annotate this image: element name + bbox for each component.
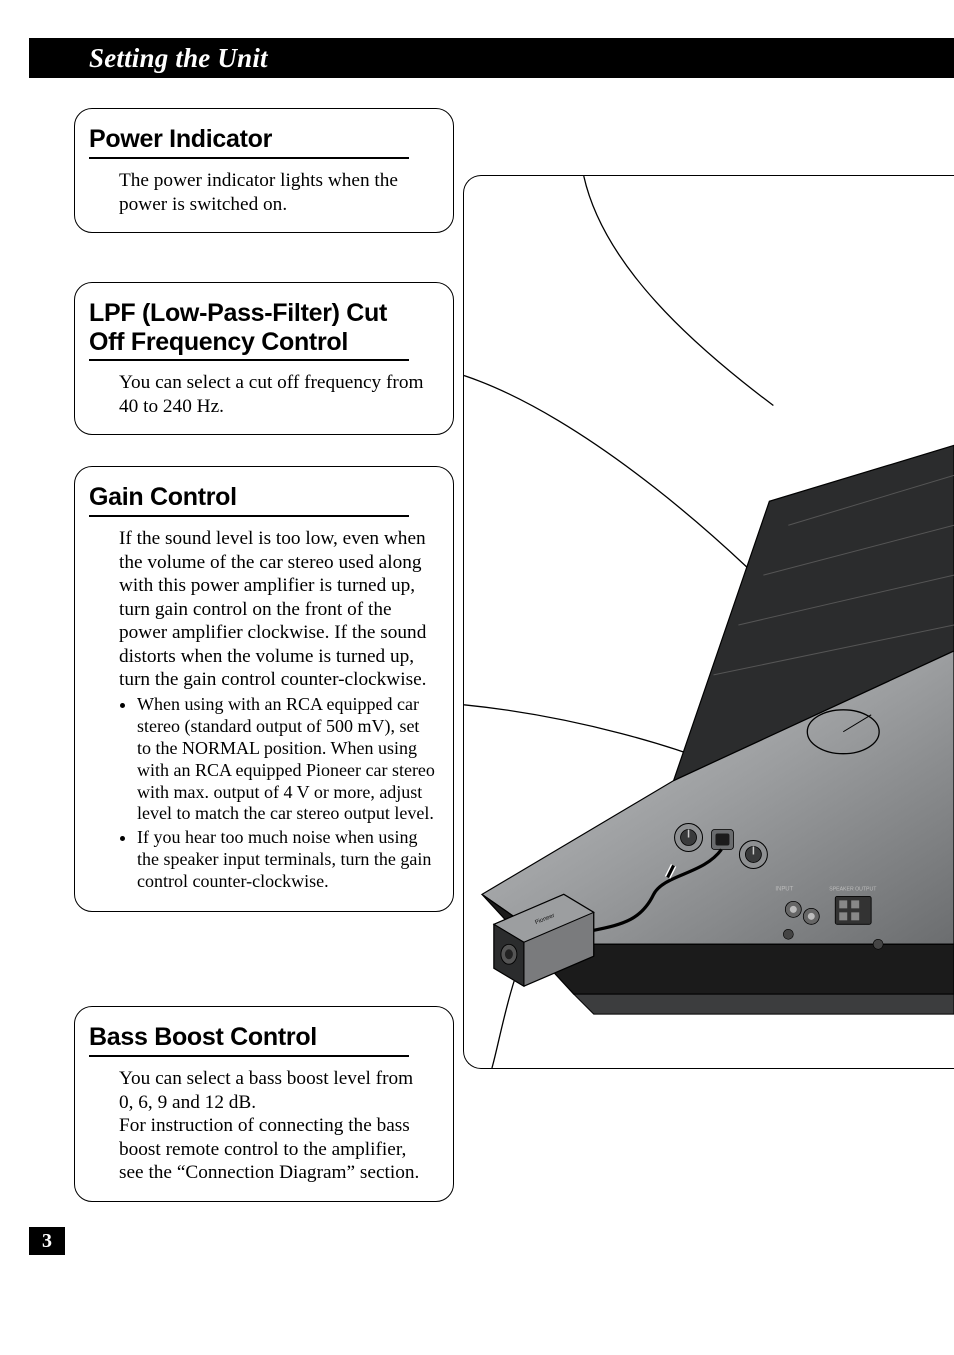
gain-heading: Gain Control xyxy=(89,483,409,517)
product-diagram: INPUT SPEAKER OUTPUT xyxy=(463,175,954,1069)
power-indicator-text: The power indicator lights when the powe… xyxy=(119,169,429,216)
callout-power-indicator: Power Indicator The power indicator ligh… xyxy=(74,108,454,233)
gain-bullet-1: When using with an RCA equipped car ster… xyxy=(137,694,437,826)
gain-bullet-2: If you hear too much noise when using th… xyxy=(137,827,437,893)
section-title: Setting the Unit xyxy=(89,43,268,74)
remote-socket-icon xyxy=(711,830,733,850)
lpf-text: You can select a cut off frequency from … xyxy=(119,371,429,418)
gain-knob-icon xyxy=(739,841,767,869)
speaker-output-label: SPEAKER OUTPUT xyxy=(829,886,877,892)
gain-bullet-list: When using with an RCA equipped car ster… xyxy=(119,694,439,894)
bass-heading: Bass Boost Control xyxy=(89,1023,409,1057)
callout-bass-boost: Bass Boost Control You can select a bass… xyxy=(74,1006,454,1202)
power-indicator-heading: Power Indicator xyxy=(89,125,409,159)
lpf-heading: LPF (Low-Pass-Filter) Cut Off Frequency … xyxy=(89,299,409,361)
callout-gain: Gain Control If the sound level is too l… xyxy=(74,466,454,912)
page-number-text: 3 xyxy=(42,1230,52,1253)
gain-intro: If the sound level is too low, even when… xyxy=(119,527,429,692)
page-number: 3 xyxy=(29,1227,65,1255)
input-label: INPUT xyxy=(775,886,793,892)
bass-text: You can select a bass boost level from 0… xyxy=(119,1067,429,1185)
lpf-knob-icon xyxy=(675,824,703,852)
callout-lpf: LPF (Low-Pass-Filter) Cut Off Frequency … xyxy=(74,282,454,435)
section-header-bar: Setting the Unit xyxy=(29,38,954,78)
amplifier-illustration: INPUT SPEAKER OUTPUT xyxy=(464,176,954,1068)
